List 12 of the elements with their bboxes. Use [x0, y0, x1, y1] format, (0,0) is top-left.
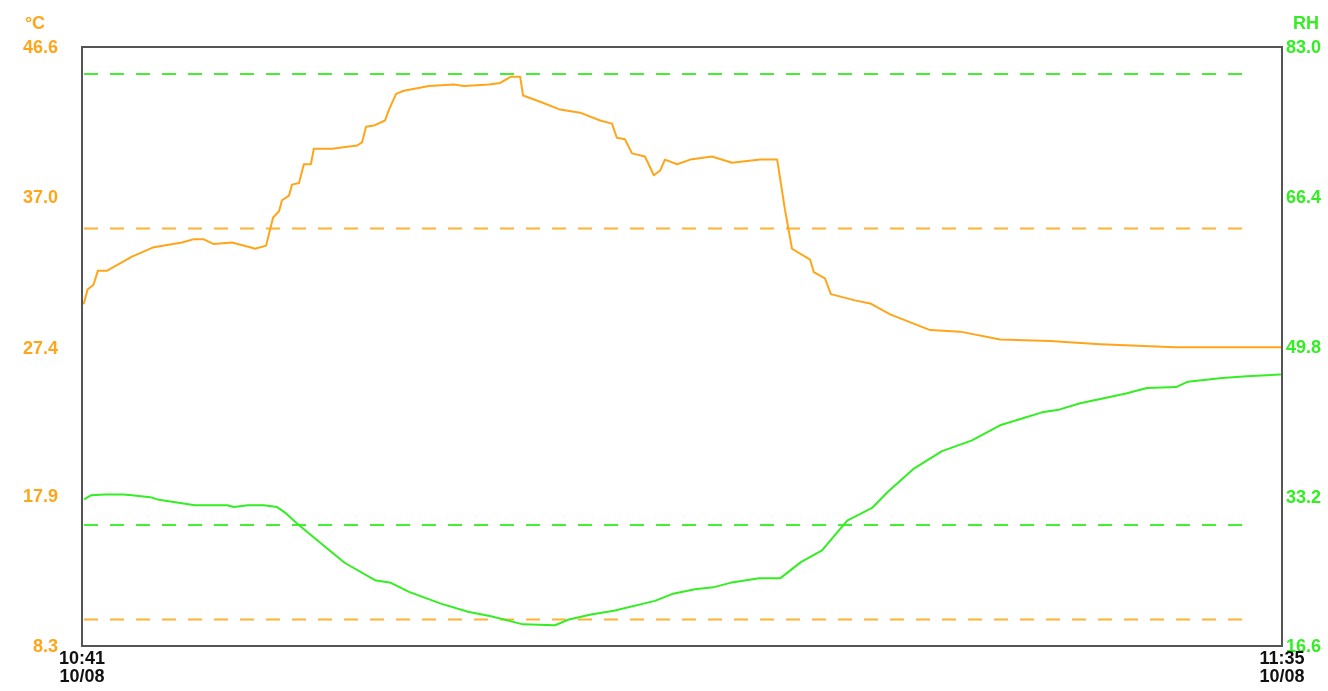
y2-tick-label: 49.8	[1286, 336, 1322, 357]
y-tick-label: 46.6	[22, 37, 58, 58]
y-tick-label: 37.0	[22, 187, 58, 208]
y-tick-label: 17.9	[22, 486, 58, 507]
y2-tick-label: 66.4	[1286, 187, 1322, 208]
x-tick-label: 10:41 10/08	[58, 648, 106, 686]
y2-tick-label: 33.2	[1286, 486, 1322, 507]
y-tick-label: 8.3	[32, 636, 58, 657]
y2-tick-label: 83.0	[1286, 37, 1322, 58]
y2-axis-title: RH	[1293, 13, 1319, 33]
y-axis-title: °C	[24, 13, 46, 33]
y-tick-label: 27.4	[22, 337, 58, 358]
